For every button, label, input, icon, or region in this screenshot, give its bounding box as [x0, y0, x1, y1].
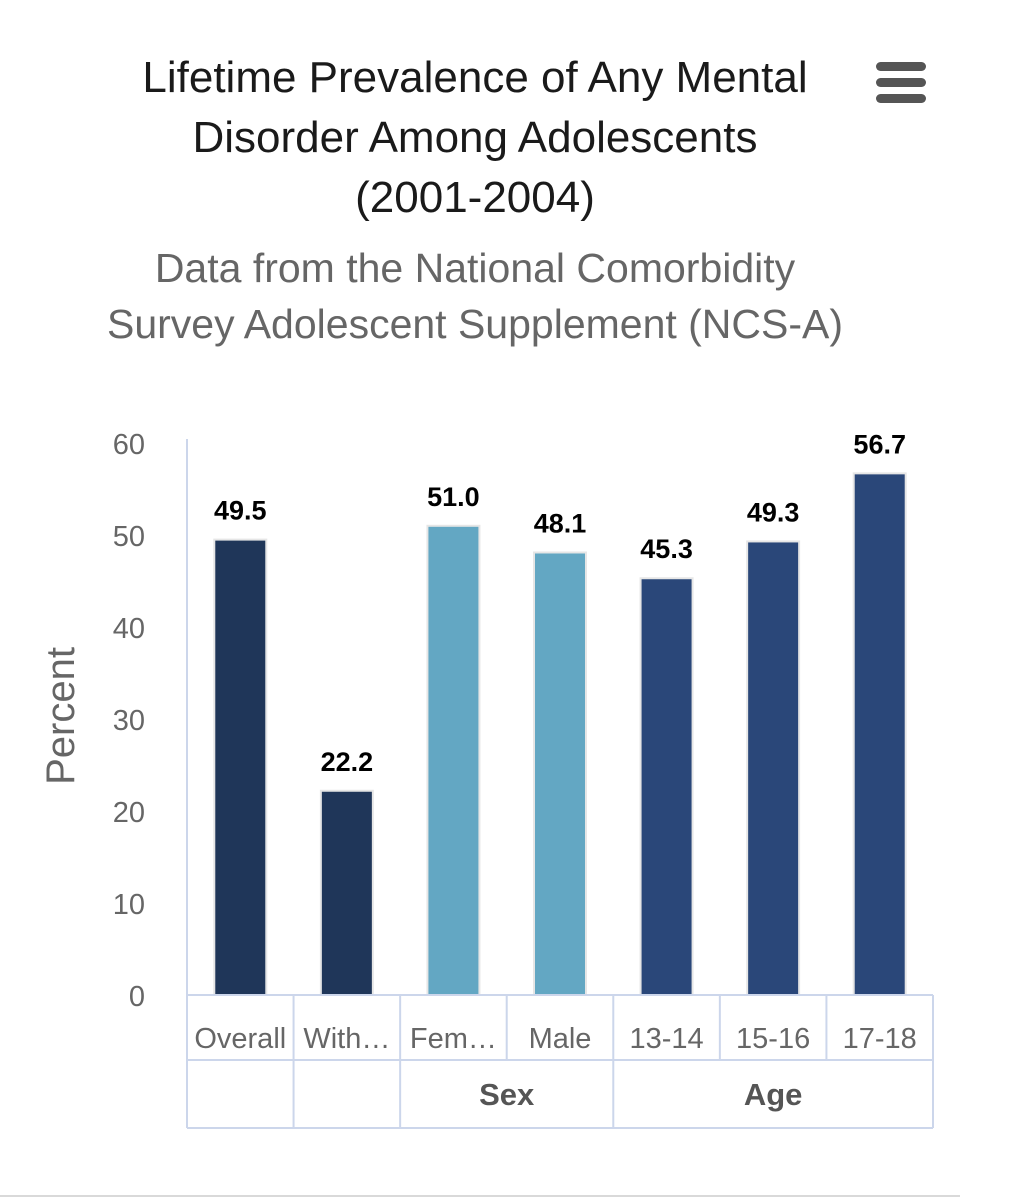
data-label: 49.3 [747, 497, 800, 527]
x-tick-label: Male [529, 1023, 592, 1055]
data-label: 45.3 [640, 534, 693, 564]
bar[interactable] [639, 577, 694, 996]
x-tick-label: Overall [194, 1023, 286, 1055]
data-label: 49.5 [214, 496, 267, 526]
x-tick-label: With… [303, 1023, 390, 1055]
data-label: 51.0 [427, 482, 480, 512]
page-divider [0, 1195, 960, 1197]
y-tick-label: 50 [113, 521, 145, 553]
chart-menu-button[interactable] [868, 58, 932, 110]
y-tick-label: 40 [113, 613, 145, 645]
bar[interactable] [533, 551, 587, 996]
bar[interactable] [213, 538, 268, 996]
y-tick-label: 30 [113, 705, 145, 737]
data-label: 56.7 [853, 429, 906, 459]
y-tick-label: 60 [113, 429, 145, 461]
y-tick-label: 0 [129, 981, 145, 1013]
chart-subtitle: Data from the National Comorbidity Surve… [106, 245, 844, 347]
bar[interactable] [426, 524, 481, 996]
y-tick-label: 10 [113, 889, 145, 921]
chart-title: Lifetime Prevalence of Any Mental Disord… [142, 53, 808, 222]
x-group-label: Sex [479, 1077, 535, 1112]
x-group-label: Age [744, 1077, 803, 1112]
y-tick-label: 20 [113, 797, 145, 829]
data-label: 22.2 [321, 747, 374, 777]
hamburger-menu-icon-bar [876, 94, 926, 103]
x-tick-label: 13-14 [629, 1023, 703, 1055]
y-axis-title: Percent [39, 647, 83, 785]
x-tick-label: Fem… [410, 1023, 497, 1055]
bar[interactable] [746, 540, 801, 996]
x-tick-label: 17-18 [843, 1023, 917, 1055]
x-tick-label: 15-16 [736, 1023, 810, 1055]
bar[interactable] [852, 472, 907, 996]
data-label: 48.1 [534, 508, 587, 538]
hamburger-menu-icon [876, 62, 926, 71]
hamburger-menu-icon-bar [876, 78, 926, 87]
bar[interactable] [319, 789, 374, 997]
